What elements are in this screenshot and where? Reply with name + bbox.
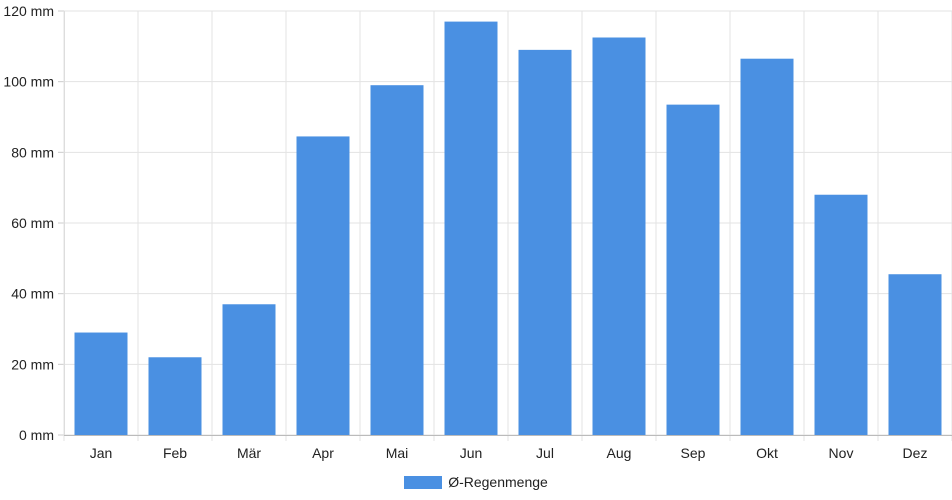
bar-aug [592, 37, 646, 435]
y-tick-label: 100 mm [3, 74, 54, 90]
x-axis-ticks: Jan Feb Mär Apr Mai Jun Jul Aug Sep Okt Nov Dez [90, 445, 928, 461]
legend-swatch [404, 475, 443, 489]
x-tick-label: Jan [90, 445, 113, 461]
x-tick-label: Apr [312, 445, 334, 461]
bar-jun [444, 21, 498, 435]
bar-mär [222, 304, 276, 435]
legend: Ø-Regenmenge [0, 472, 952, 492]
bar-nov [814, 194, 868, 435]
x-tick-label: Okt [756, 445, 778, 461]
y-tick-label: 0 mm [19, 427, 54, 443]
x-tick-label: Nov [829, 445, 854, 461]
y-tick-label: 60 mm [11, 215, 54, 231]
bar-jan [74, 332, 128, 435]
x-tick-label: Feb [163, 445, 187, 461]
x-tick-label: Mär [237, 445, 261, 461]
y-axis-ticks: 0 mm 20 mm 40 mm 60 mm 80 mm 100 mm 120 mm [3, 3, 54, 443]
bar-feb [148, 357, 202, 435]
y-tick-label: 40 mm [11, 286, 54, 302]
legend-label: Ø-Regenmenge [448, 474, 548, 490]
x-tick-label: Dez [903, 445, 928, 461]
bar-jul [518, 49, 572, 435]
bar-sep [666, 104, 720, 435]
grid [58, 10, 952, 441]
x-tick-label: Aug [607, 445, 632, 461]
axes [64, 11, 952, 436]
x-tick-label: Jun [460, 445, 483, 461]
bar-mai [370, 85, 424, 435]
y-tick-label: 120 mm [3, 3, 54, 19]
bar-dez [888, 274, 942, 435]
y-tick-label: 20 mm [11, 356, 54, 372]
x-tick-label: Jul [536, 445, 554, 461]
y-tick-label: 80 mm [11, 144, 54, 160]
x-tick-label: Sep [681, 445, 706, 461]
bar-apr [296, 136, 350, 435]
bars [74, 21, 942, 435]
bar-okt [740, 58, 794, 435]
x-tick-label: Mai [386, 445, 409, 461]
